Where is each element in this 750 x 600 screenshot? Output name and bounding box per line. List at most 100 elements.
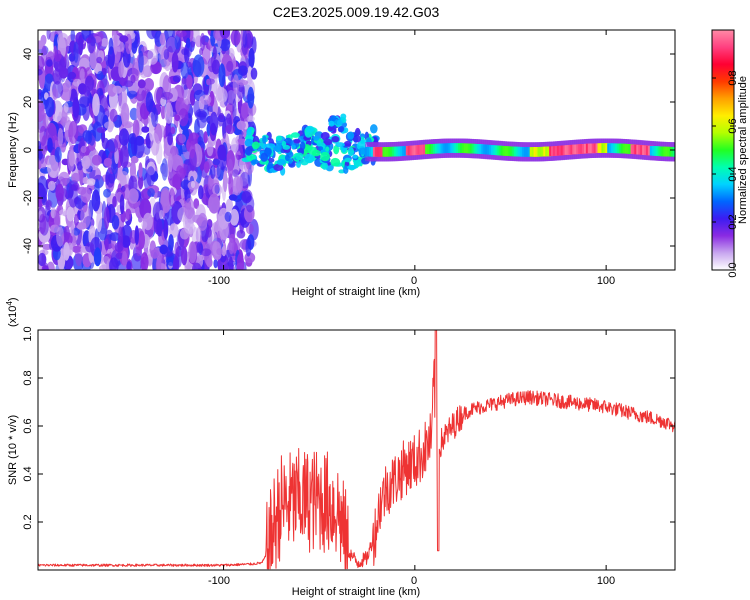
- heatmap-cell: [38, 100, 45, 123]
- heatmap-cell: [190, 181, 196, 188]
- top-ytick-label-20: 20: [22, 96, 34, 108]
- heatmap-cell: [85, 242, 95, 253]
- colorbar-tick-label-0.4: 0.4: [727, 166, 739, 181]
- heatmap-cell: [673, 147, 675, 157]
- bottom-ytick-label-0.2: 0.2: [22, 514, 34, 529]
- heatmap-cell: [109, 108, 118, 122]
- heatmap-cell: [320, 132, 330, 140]
- heatmap-cell: [138, 162, 143, 178]
- heatmap-cell: [275, 135, 283, 141]
- heatmap-cell: [147, 188, 155, 198]
- heatmap-cell: [327, 125, 334, 132]
- heatmap-cell: [330, 157, 341, 167]
- heatmap-cell: [186, 37, 191, 49]
- heatmap-cell: [352, 154, 358, 159]
- heatmap-cell: [115, 252, 124, 260]
- heatmap-cell: [68, 120, 79, 145]
- heatmap-cell: [184, 43, 190, 64]
- heatmap-cell: [333, 145, 340, 155]
- heatmap-cell: [251, 141, 260, 150]
- heatmap-cell: [209, 72, 222, 79]
- heatmap-cell: [199, 32, 206, 52]
- y-multiplier-close: ): [7, 297, 19, 301]
- heatmap-cell: [125, 208, 132, 221]
- top-x-axis-label: Height of straight line (km): [292, 286, 420, 298]
- heatmap-cell: [63, 79, 72, 102]
- heatmap-cell: [81, 155, 91, 170]
- heatmap-cell: [291, 144, 296, 150]
- heatmap-cell: [108, 171, 116, 184]
- heatmap-cell: [158, 125, 166, 138]
- heatmap-cell: [87, 123, 96, 146]
- heatmap-cell: [103, 157, 113, 167]
- heatmap-cell: [197, 212, 208, 231]
- heatmap-cell: [244, 146, 253, 156]
- heatmap-cell: [218, 113, 225, 120]
- heatmap-cell: [171, 51, 179, 73]
- heatmap-cell: [200, 94, 212, 105]
- heatmap-cell: [146, 166, 156, 187]
- heatmap-cell: [39, 125, 47, 146]
- heatmap-cell: [159, 244, 168, 255]
- heatmap-cell: [80, 187, 92, 203]
- heatmap-cell: [290, 132, 300, 138]
- heatmap-cell: [163, 219, 169, 240]
- heatmap-cell: [160, 104, 166, 120]
- heatmap-cell: [78, 34, 84, 56]
- heatmap-cell: [119, 145, 129, 169]
- heatmap-cell: [82, 130, 92, 142]
- heatmap-cell: [248, 47, 255, 69]
- heatmap-cell: [203, 161, 210, 174]
- heatmap-cell: [330, 115, 337, 122]
- heatmap-cell: [87, 34, 96, 54]
- bottom-ytick-label-1.0: 1.0: [22, 326, 34, 341]
- heatmap-cell: [186, 74, 193, 90]
- heatmap-cell: [113, 31, 118, 55]
- heatmap-cell: [231, 137, 239, 154]
- heatmap-cell: [119, 35, 129, 43]
- heatmap-cell: [216, 248, 223, 256]
- heatmap-cell: [232, 176, 243, 196]
- heatmap-cell: [228, 238, 235, 255]
- heatmap-cell: [96, 56, 103, 64]
- heatmap-cell: [56, 226, 65, 247]
- heatmap-cell: [55, 183, 64, 202]
- heatmap-cell: [91, 189, 101, 212]
- heatmap-cell: [281, 140, 287, 148]
- heatmap-cell: [251, 159, 259, 165]
- heatmap-cell: [48, 180, 56, 191]
- heatmap-cell: [336, 119, 343, 126]
- heatmap-cell: [63, 242, 70, 261]
- heatmap-cell: [97, 70, 104, 80]
- heatmap-cell: [79, 68, 85, 81]
- heatmap-cell: [168, 188, 176, 207]
- bottom-xtick-label-100: 100: [597, 575, 615, 587]
- heatmap-cell: [304, 153, 314, 163]
- heatmap-cell: [46, 59, 53, 67]
- snr-series-line: [38, 330, 675, 570]
- heatmap-cell: [38, 252, 47, 267]
- heatmap-cell: [219, 30, 231, 39]
- heatmap-cell: [189, 140, 196, 159]
- heatmap-cell: [146, 48, 159, 65]
- colorbar-gradient: [712, 30, 734, 270]
- bottom-xtick-label-neg100: -100: [208, 575, 230, 587]
- heatmap-cell: [260, 152, 268, 162]
- heatmap-cell: [76, 161, 84, 171]
- heatmap-cell: [335, 142, 345, 148]
- heatmap-cell: [118, 128, 130, 146]
- heatmap-cell: [172, 256, 180, 270]
- heatmap-cell: [121, 250, 128, 267]
- heatmap-cell: [245, 237, 252, 257]
- heatmap-cell: [246, 115, 255, 123]
- top-ytick-label-40: 40: [22, 48, 34, 60]
- heatmap-cell: [119, 194, 125, 215]
- heatmap-cell: [352, 135, 362, 143]
- heatmap-cell: [180, 62, 189, 79]
- heatmap-cell: [165, 36, 178, 53]
- heatmap-cell: [80, 205, 91, 229]
- snr-plot-area: [38, 330, 675, 570]
- heatmap-cell: [151, 107, 159, 128]
- heatmap-cell: [127, 188, 139, 204]
- heatmap-cell: [112, 196, 117, 208]
